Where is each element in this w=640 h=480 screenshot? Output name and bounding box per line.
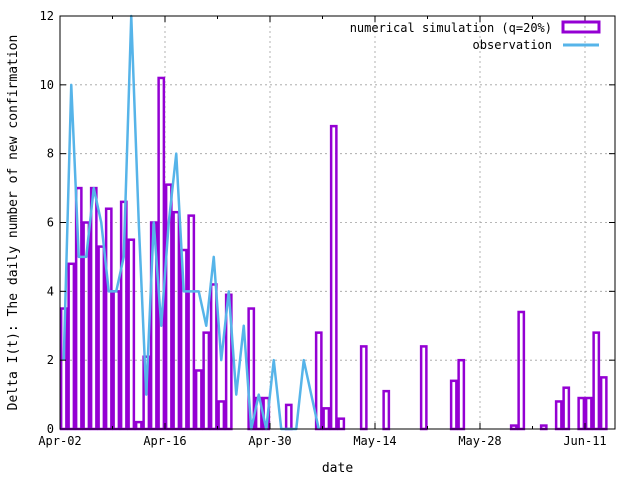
- sim-bar: [562, 386, 571, 431]
- y-tick-label: 10: [40, 78, 54, 92]
- sim-bar: [359, 345, 368, 431]
- y-axis-title: Delta I(t): The daily number of new conf…: [6, 35, 21, 411]
- y-tick-label: 2: [47, 353, 54, 367]
- sim-bar: [157, 76, 166, 431]
- sim-bar: [67, 262, 76, 431]
- legend-label-simulation: numerical simulation (q=20%): [350, 21, 552, 35]
- x-tick-label: May-28: [458, 434, 501, 448]
- x-tick-label: May-14: [353, 434, 396, 448]
- sim-bar: [584, 396, 593, 431]
- y-tick-label: 6: [47, 216, 54, 230]
- x-tick-label: Apr-16: [143, 434, 186, 448]
- sim-bar: [577, 396, 586, 431]
- sim-bar: [599, 376, 608, 431]
- sim-bar: [187, 214, 196, 431]
- bars-layer: [59, 76, 608, 431]
- x-tick-label: Apr-30: [248, 434, 291, 448]
- sim-bar: [314, 331, 323, 431]
- x-axis-title: date: [322, 461, 353, 476]
- sim-bar: [284, 403, 293, 431]
- observation-line: [62, 14, 320, 431]
- sim-bar: [202, 331, 211, 431]
- sim-bar: [509, 424, 518, 431]
- sim-bar: [337, 417, 346, 431]
- sim-bar: [517, 310, 526, 431]
- sim-bar: [172, 210, 181, 431]
- y-tick-label: 0: [47, 422, 54, 436]
- sim-bar: [134, 420, 143, 431]
- x-tick-label: Jun-11: [563, 434, 606, 448]
- sim-bar: [592, 331, 601, 431]
- ticks: 0 2 4 6 8 10 12 Apr-02 Apr-16 Apr-30 May-14 May-28 J…: [38, 9, 615, 448]
- sim-bar: [539, 424, 548, 431]
- sim-bar: [209, 283, 218, 431]
- sim-bar: [554, 400, 563, 431]
- sim-bar: [382, 389, 391, 431]
- sim-bar: [217, 400, 226, 431]
- sim-bar: [329, 124, 338, 431]
- legend: numerical simulation (q=20%) observation: [350, 20, 601, 52]
- legend-label-observation: observation: [473, 38, 552, 52]
- sim-bar: [104, 207, 113, 431]
- sim-bar: [322, 407, 331, 431]
- sim-bar: [457, 358, 466, 431]
- sim-bar: [419, 345, 428, 431]
- y-tick-label: 12: [40, 9, 54, 23]
- sim-bar: [127, 238, 136, 431]
- y-tick-label: 4: [47, 284, 54, 298]
- y-tick-label: 8: [47, 147, 54, 161]
- line-layer: [62, 14, 320, 431]
- sim-bar: [89, 186, 98, 431]
- sim-bar: [97, 245, 106, 431]
- x-tick-label: Apr-02: [38, 434, 81, 448]
- sim-bar: [194, 369, 203, 431]
- legend-swatch-simulation: [561, 20, 601, 34]
- sim-bar: [449, 379, 458, 431]
